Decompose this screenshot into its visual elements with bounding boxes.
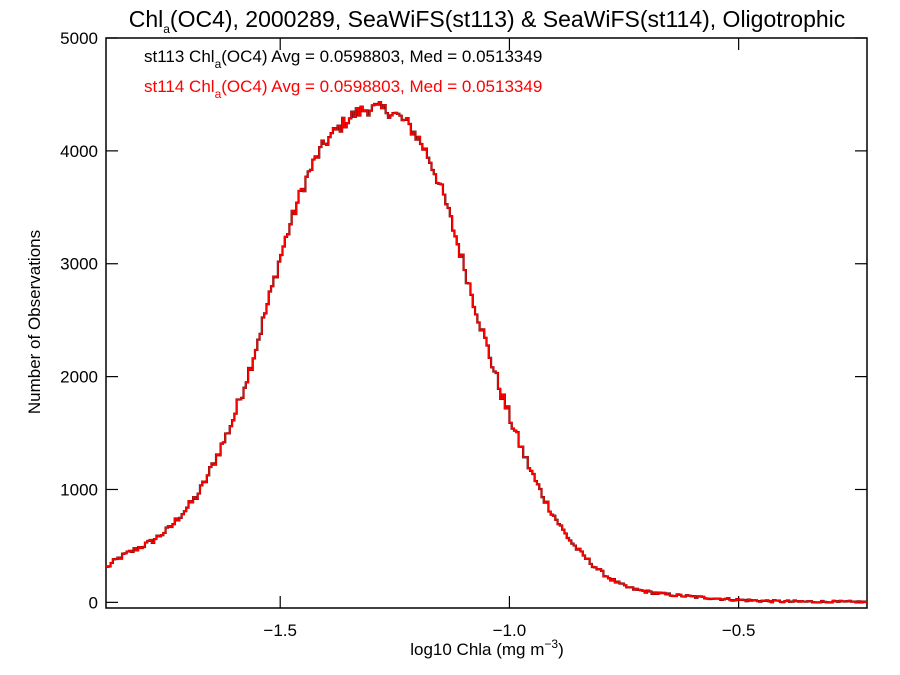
axis-ticks: −1.5 −1.0 −0.5 0 1000 2000 3000 4000 5000 [60,29,867,640]
series-st114-line [106,101,867,604]
chart-title: Chla(OC4), 2000289, SeaWiFS(st113) & Sea… [129,6,846,36]
legend-st113-sub: a [215,57,222,71]
chart-title-sub: a [163,22,170,36]
legend-entry-st114: st114 Chla(OC4) Avg = 0.0598803, Med = 0… [144,77,542,101]
chart-title-pre: Chl [129,6,164,32]
x-axis-label: log10 Chla (mg m−3) [410,637,564,659]
x-axis-label-pre: log10 Chla (mg m [410,640,544,659]
legend-st114-sub: a [215,87,222,101]
y-tick-label: 4000 [60,142,98,161]
x-tick-label: −1.0 [493,621,527,640]
legend-entry-st113: st113 Chla(OC4) Avg = 0.0598803, Med = 0… [144,47,542,71]
legend-st114-post: (OC4) Avg = 0.0598803, Med = 0.0513349 [221,77,542,96]
x-tick-label: −0.5 [722,621,756,640]
y-tick-label: 5000 [60,29,98,48]
y-tick-label: 3000 [60,255,98,274]
legend-st113-pre: st113 Chl [144,47,215,66]
legend-st113-post: (OC4) Avg = 0.0598803, Med = 0.0513349 [221,47,542,66]
y-tick-label: 1000 [60,480,98,499]
y-tick-label: 2000 [60,368,98,387]
plot-frame [105,37,868,609]
y-tick-label: 0 [89,593,98,612]
series-layer [106,101,867,604]
legend-st114-pre: st114 Chl [144,77,215,96]
x-tick-label: −1.5 [263,621,297,640]
chart-title-post: (OC4), 2000289, SeaWiFS(st113) & SeaWiFS… [170,6,845,32]
y-axis-label: Number of Observations [25,230,44,414]
x-axis-label-post: ) [558,640,564,659]
x-axis-label-sup: −3 [544,637,558,651]
series-st113-line [106,101,867,604]
